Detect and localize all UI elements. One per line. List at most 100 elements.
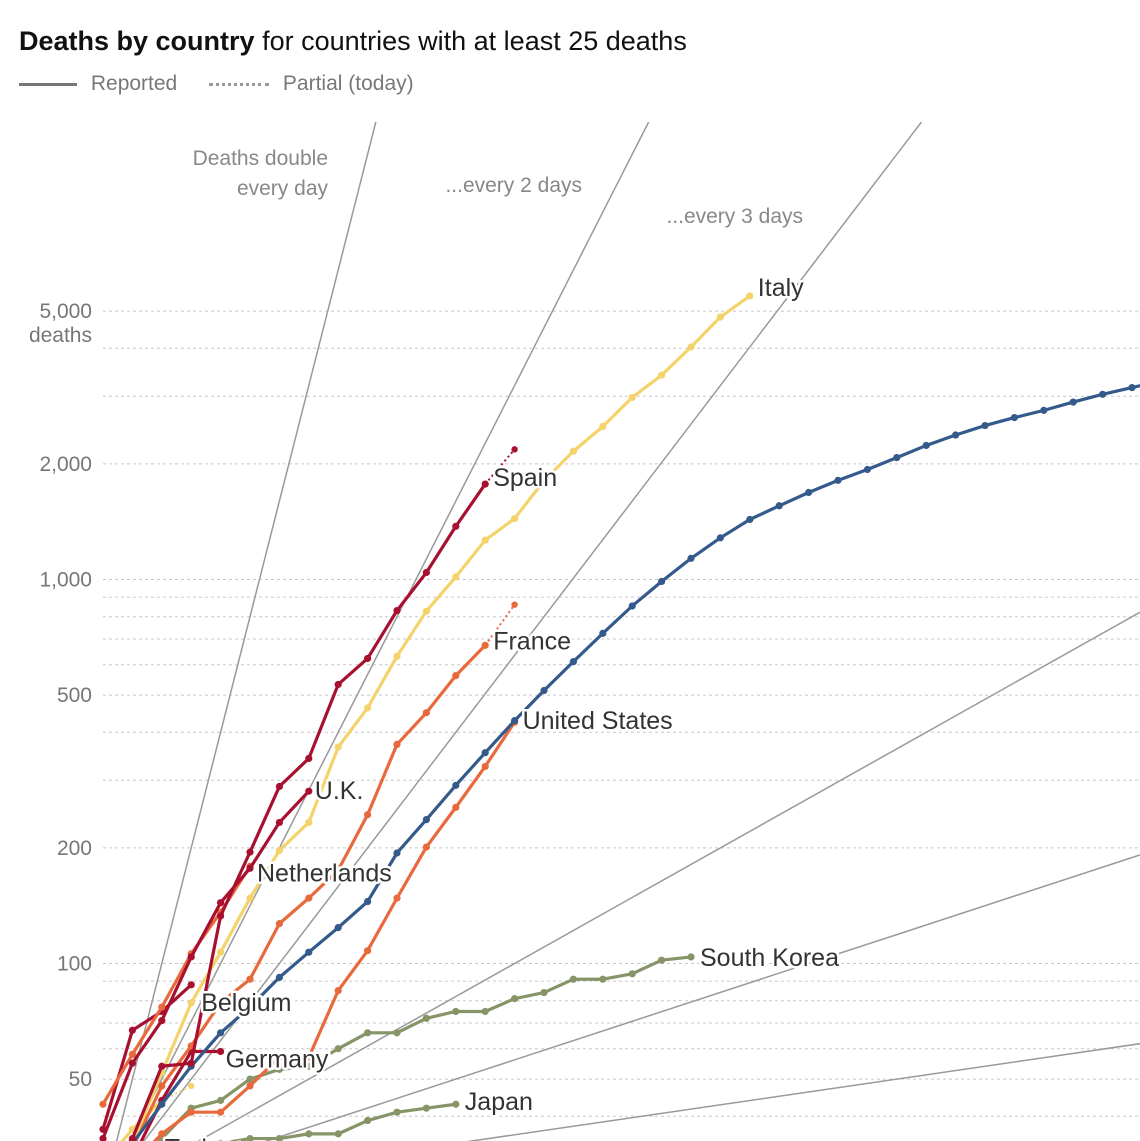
data-point-italy: [305, 818, 313, 827]
data-point-iran: [452, 781, 460, 789]
data-point-spain: [452, 522, 460, 530]
series-label-belgium: Belgium: [201, 989, 291, 1017]
data-point-italy: [628, 393, 636, 402]
partial-point-france: [511, 601, 518, 608]
chart-title-rest: for countries with at least 25 deaths: [262, 26, 687, 56]
reference-line-label: ...every 2 days: [445, 174, 582, 197]
data-point-italy: [452, 573, 460, 581]
data-point-france: [481, 641, 489, 649]
data-point-south-korea: [540, 988, 548, 997]
series-label-netherlands: Netherlands: [257, 859, 392, 887]
chart-title: Deaths by country for countries with at …: [19, 26, 687, 57]
y-tick-sublabel: deaths: [29, 324, 92, 347]
partial-point-spain: [511, 446, 518, 453]
data-point-japan: [334, 1130, 342, 1138]
legend-item-partial: Partial (today): [209, 72, 414, 96]
y-tick-label: 50: [69, 1068, 92, 1091]
data-point-south-korea: [510, 995, 519, 1003]
data-point-italy: [599, 422, 607, 431]
series-south-korea: [157, 953, 695, 1141]
data-point-u-k: [128, 1059, 136, 1067]
data-point-spain: [393, 606, 401, 615]
data-point-iran: [422, 815, 430, 824]
data-point-iran: [805, 488, 813, 497]
series-germany: [139, 1047, 225, 1141]
data-point-netherlands: [128, 1050, 136, 1058]
data-point-spain: [305, 754, 313, 763]
series-label-spain: Spain: [493, 464, 557, 492]
data-point-italy: [334, 743, 342, 751]
data-point-iran: [952, 431, 960, 439]
data-point-italy: [746, 292, 754, 300]
series-labels: South Korea Japan Turkey Germany Belgium Neth…: [162, 271, 841, 1141]
data-point-united-states: [305, 1053, 313, 1061]
data-point-south-korea: [305, 1062, 313, 1070]
data-point-iran: [922, 441, 930, 450]
y-tick-label: 100: [57, 953, 92, 976]
data-point-u-k: [305, 787, 313, 795]
data-point-south-korea: [481, 1007, 489, 1016]
y-tick-label: 1,000: [39, 569, 92, 592]
data-point-japan: [246, 1134, 254, 1141]
series-label-united-states: United States: [523, 707, 673, 735]
series-label-turkey: Turkey: [165, 1134, 241, 1141]
data-point-iran: [775, 502, 783, 510]
data-point-iran: [158, 1100, 166, 1108]
data-point-italy: [246, 894, 254, 902]
data-point-iran: [305, 948, 313, 956]
reference-line-2: [129, 122, 650, 1141]
data-point-spain: [334, 680, 342, 689]
data-point-south-korea: [393, 1029, 401, 1037]
data-point-italy: [422, 607, 430, 615]
data-point-italy: [481, 536, 489, 544]
data-point-iran: [246, 1003, 254, 1011]
data-point-spain: [364, 654, 372, 663]
series-united-states: [152, 718, 519, 1141]
data-point-iran: [393, 849, 401, 857]
data-point-netherlands: [99, 1100, 107, 1108]
data-point-spain: [217, 912, 225, 920]
series-label-italy: Italy: [758, 274, 804, 302]
data-point-iran: [1010, 414, 1019, 422]
data-point-iran: [1040, 406, 1048, 414]
series-label-south-korea: South Korea: [700, 944, 839, 972]
data-point-south-korea: [422, 1014, 430, 1022]
series-line-spain: [128, 482, 487, 1141]
legend-label-partial: Partial (today): [282, 72, 414, 96]
series-japan: [217, 1100, 460, 1141]
data-point-iran: [658, 577, 666, 586]
data-point-france: [217, 999, 225, 1007]
data-point-japan: [305, 1130, 313, 1138]
series-group: [99, 292, 1140, 1141]
data-point-italy: [510, 514, 519, 523]
partial-point-turkey: [188, 1082, 195, 1090]
data-point-italy: [540, 477, 548, 485]
data-point-iran: [981, 421, 989, 430]
y-tick-label: 5,000: [39, 300, 92, 323]
data-point-united-states: [481, 762, 489, 771]
data-point-italy: [569, 447, 578, 455]
data-point-italy: [716, 313, 725, 321]
data-point-south-korea: [275, 1065, 283, 1073]
data-point-united-states: [334, 987, 342, 995]
reference-line-1: [115, 122, 377, 1141]
data-point-south-korea: [217, 1096, 225, 1105]
data-point-iran: [834, 476, 842, 484]
data-point-italy: [393, 652, 401, 660]
data-point-italy: [364, 704, 372, 712]
data-point-united-states: [275, 1053, 283, 1061]
partial-segment-france: [484, 604, 516, 646]
data-point-france: [246, 975, 254, 983]
data-point-united-states: [422, 843, 430, 851]
data-point-iran: [893, 454, 901, 462]
data-point-japan: [422, 1104, 430, 1112]
reference-line-label: ...every 3 days: [666, 205, 803, 228]
series-label-japan: Japan: [465, 1088, 533, 1116]
data-point-spain: [275, 782, 283, 791]
data-point-united-states: [187, 1108, 195, 1116]
data-point-iran: [716, 534, 725, 542]
chart-title-bold: Deaths by country: [19, 26, 255, 56]
series-u-k: [99, 787, 313, 1141]
data-point-united-states: [393, 894, 401, 902]
